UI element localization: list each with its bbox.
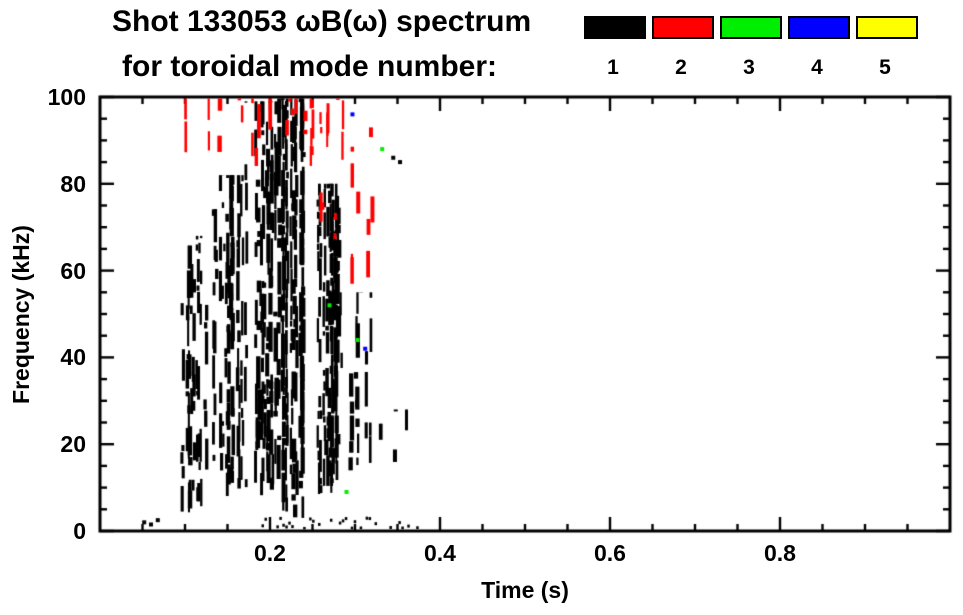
y-tick-label-20: 20 xyxy=(60,431,86,457)
legend-swatch-n4 xyxy=(788,16,850,39)
y-axis-title: Frequency (kHz) xyxy=(7,224,34,404)
legend-swatch-n3 xyxy=(720,16,782,39)
x-tick-label-08: 0.8 xyxy=(764,540,796,566)
x-tick-label-06: 0.6 xyxy=(594,540,626,566)
x-tick-label-04: 0.4 xyxy=(424,540,456,566)
legend-swatch-n1 xyxy=(584,16,646,39)
legend-swatch-n2 xyxy=(652,16,714,39)
chart-subtitle: for toroidal mode number: xyxy=(122,50,497,83)
legend-mode-label-3: 3 xyxy=(743,56,755,79)
legend-swatch-n5 xyxy=(856,16,918,39)
x-tick-label-02: 0.2 xyxy=(254,540,286,566)
y-tick-label-40: 40 xyxy=(60,344,86,370)
x-axis-title: Time (s) xyxy=(481,577,569,603)
legend-mode-label-4: 4 xyxy=(811,56,823,79)
y-tick-label-0: 0 xyxy=(73,518,86,544)
y-axis-title-wrap: Frequency (kHz) xyxy=(2,97,40,531)
legend-mode-label-2: 2 xyxy=(675,56,687,79)
y-tick-label-60: 60 xyxy=(60,258,86,284)
chart-title: Shot 133053 ωB(ω) spectrum xyxy=(112,5,532,38)
y-tick-label-100: 100 xyxy=(47,84,86,110)
y-tick-label-80: 80 xyxy=(60,171,86,197)
legend-mode-label-1: 1 xyxy=(607,56,619,79)
legend-mode-label-5: 5 xyxy=(879,56,891,79)
